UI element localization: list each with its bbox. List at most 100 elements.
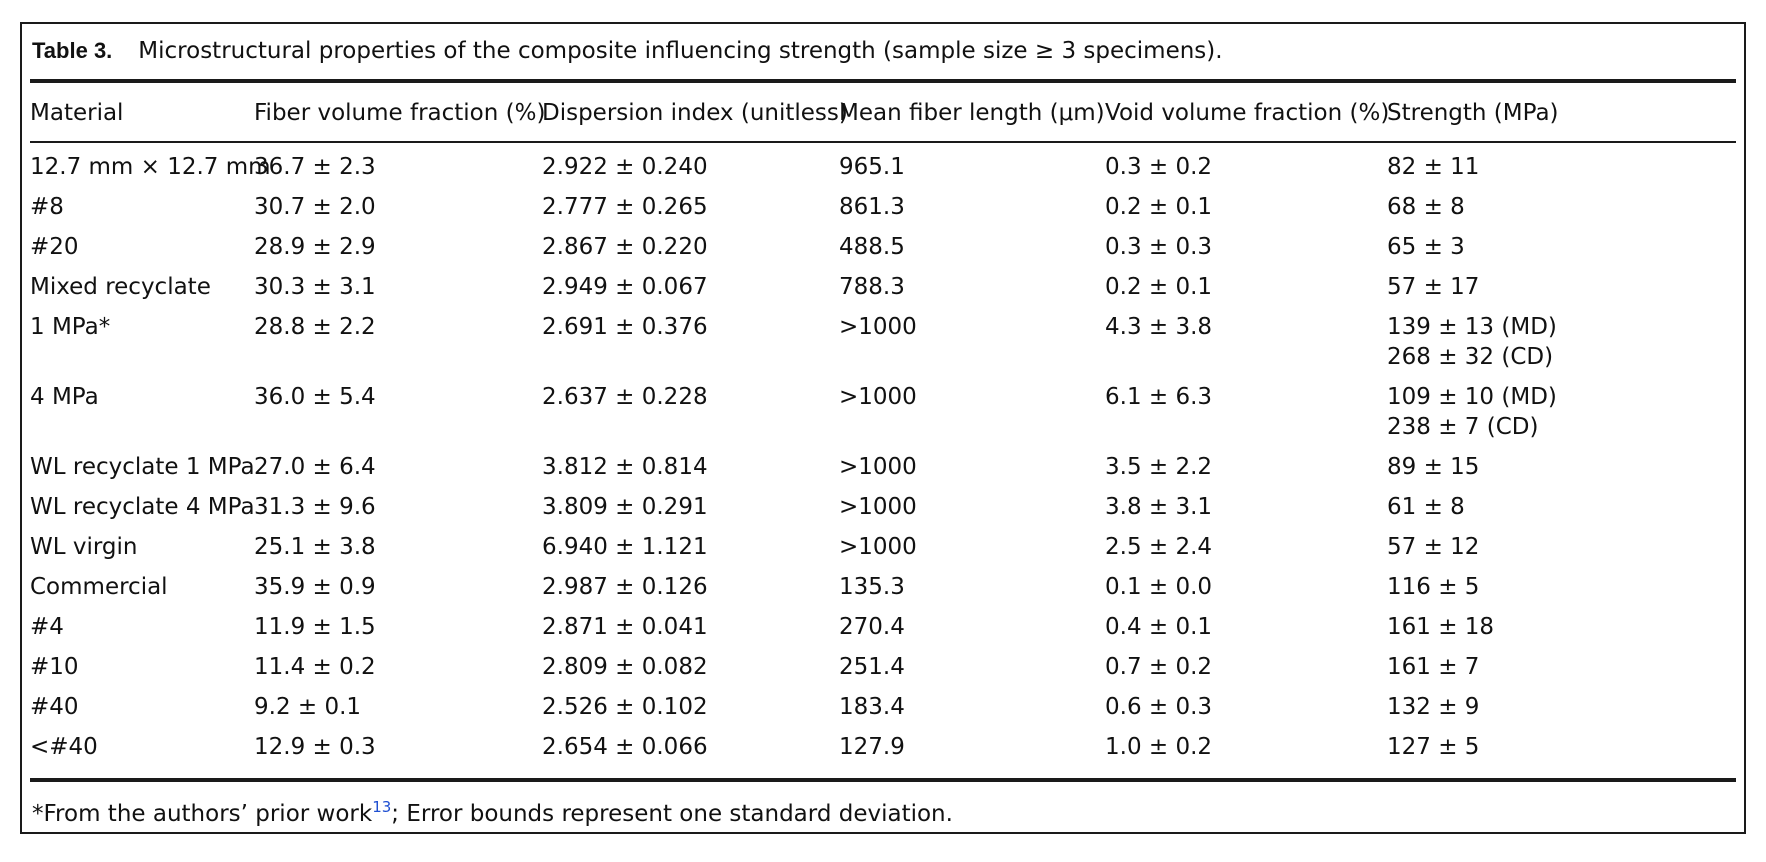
header-fiber-volume: Fiber volume fraction (%)	[254, 100, 546, 126]
cell-strength-value: 139 ± 13 (MD)	[1387, 314, 1557, 340]
reference-link[interactable]: 13	[372, 798, 392, 816]
cell-dispersion-value: 2.777 ± 0.265	[542, 194, 708, 220]
footnote-suffix: ; Error bounds represent one standard de…	[391, 801, 953, 827]
cell-strength: 57 ± 12	[1387, 532, 1732, 572]
cell-fiber-length-value: 270.4	[839, 614, 905, 640]
cell-fiber-volume-value: 31.3 ± 9.6	[254, 494, 376, 520]
table-row: #8 30.7 ± 2.0 2.777 ± 0.265 861.3 0.2 ± 0.1 6…	[30, 192, 1732, 232]
cell-fiber-volume: 12.9 ± 0.3	[254, 732, 542, 772]
cell-dispersion-value: 2.691 ± 0.376	[542, 314, 708, 340]
cell-fiber-length: >1000	[839, 312, 1105, 382]
cell-dispersion: 2.867 ± 0.220	[542, 232, 839, 272]
cell-dispersion-value: 2.922 ± 0.240	[542, 154, 708, 180]
cell-strength: 57 ± 17	[1387, 272, 1732, 312]
cell-dispersion: 2.777 ± 0.265	[542, 192, 839, 232]
cell-strength-value: 161 ± 7	[1387, 654, 1480, 680]
cell-dispersion-value: 2.637 ± 0.228	[542, 384, 708, 410]
cell-material: #20	[30, 232, 254, 272]
table-footnote: *From the authors’ prior work13; Error b…	[32, 790, 953, 831]
cell-dispersion: 3.812 ± 0.814	[542, 452, 839, 492]
cell-strength: 89 ± 15	[1387, 452, 1732, 492]
cell-void-volume: 4.3 ± 3.8	[1105, 312, 1387, 382]
cell-fiber-length: 135.3	[839, 572, 1105, 612]
cell-fiber-length: >1000	[839, 532, 1105, 572]
cell-void-volume-value: 6.1 ± 6.3	[1105, 384, 1213, 410]
cell-dispersion-value: 2.871 ± 0.041	[542, 614, 708, 640]
cell-void-volume: 0.7 ± 0.2	[1105, 652, 1387, 692]
cell-fiber-volume-value: 11.9 ± 1.5	[254, 614, 376, 640]
header-row: Material Fiber volume fraction (%) Dispe…	[30, 88, 1732, 138]
cell-fiber-length: 251.4	[839, 652, 1105, 692]
table-row: <#40 12.9 ± 0.3 2.654 ± 0.066 127.9 1.0 ± 0.…	[30, 732, 1732, 772]
cell-fiber-volume-value: 12.9 ± 0.3	[254, 734, 376, 760]
cell-dispersion-value: 3.809 ± 0.291	[542, 494, 708, 520]
cell-void-volume-value: 3.5 ± 2.2	[1105, 454, 1213, 480]
cell-strength-value: 61 ± 8	[1387, 494, 1465, 520]
cell-dispersion: 3.809 ± 0.291	[542, 492, 839, 532]
cell-fiber-length-value: 127.9	[839, 734, 905, 760]
cell-fiber-length-value: 135.3	[839, 574, 905, 600]
cell-void-volume: 1.0 ± 0.2	[1105, 732, 1387, 772]
cell-void-volume-value: 1.0 ± 0.2	[1105, 734, 1213, 760]
cell-dispersion-value: 2.526 ± 0.102	[542, 694, 708, 720]
cell-void-volume-value: 2.5 ± 2.4	[1105, 534, 1213, 560]
cell-strength-value: 127 ± 5	[1387, 734, 1480, 760]
cell-strength: 61 ± 8	[1387, 492, 1732, 532]
cell-fiber-length-value: >1000	[839, 534, 917, 560]
cell-fiber-length: 965.1	[839, 138, 1105, 192]
cell-dispersion: 2.637 ± 0.228	[542, 382, 839, 452]
cell-fiber-volume: 11.4 ± 0.2	[254, 652, 542, 692]
cell-fiber-volume: 9.2 ± 0.1	[254, 692, 542, 732]
cell-material-value: 4 MPa	[30, 384, 99, 410]
cell-material-value: WL virgin	[30, 534, 138, 560]
cell-void-volume-value: 4.3 ± 3.8	[1105, 314, 1213, 340]
cell-dispersion: 2.809 ± 0.082	[542, 652, 839, 692]
cell-strength: 82 ± 11	[1387, 138, 1732, 192]
cell-strength-value: 57 ± 17	[1387, 274, 1480, 300]
cell-material: Commercial	[30, 572, 254, 612]
cell-void-volume-value: 0.2 ± 0.1	[1105, 274, 1213, 300]
cell-void-volume: 0.1 ± 0.0	[1105, 572, 1387, 612]
cell-fiber-length: 183.4	[839, 692, 1105, 732]
cell-fiber-volume: 28.8 ± 2.2	[254, 312, 542, 382]
cell-material: 1 MPa*	[30, 312, 254, 382]
cell-strength: 132 ± 9	[1387, 692, 1732, 732]
cell-strength: 65 ± 3	[1387, 232, 1732, 272]
bottom-rule	[30, 778, 1736, 782]
cell-material: 12.7 mm × 12.7 mm	[30, 138, 271, 192]
cell-dispersion: 2.526 ± 0.102	[542, 692, 839, 732]
table-row: WL virgin 25.1 ± 3.8 6.940 ± 1.121 >1000 2.5…	[30, 532, 1732, 572]
cell-material: Mixed recyclate	[30, 272, 254, 312]
cell-void-volume: 0.2 ± 0.1	[1105, 272, 1387, 312]
cell-fiber-length-value: >1000	[839, 384, 917, 410]
cell-strength: 109 ± 10 (MD) 238 ± 7 (CD)	[1387, 382, 1732, 452]
header-fiber-length: Mean fiber length (μm)	[839, 100, 1105, 126]
cell-strength: 116 ± 5	[1387, 572, 1732, 612]
cell-fiber-volume: 30.3 ± 3.1	[254, 272, 542, 312]
table-caption: Table 3. Microstructural properties of th…	[32, 34, 1223, 68]
cell-material: #10	[30, 652, 254, 692]
cell-strength-value: 132 ± 9	[1387, 694, 1480, 720]
table-body: 12.7 mm × 12.7 mm 36.7 ± 2.3 2.922 ± 0.240…	[30, 138, 1732, 772]
cell-dispersion-value: 2.867 ± 0.220	[542, 234, 708, 260]
table-row: #10 11.4 ± 0.2 2.809 ± 0.082 251.4 0.7 ± 0.2…	[30, 652, 1732, 692]
cell-void-volume-value: 0.4 ± 0.1	[1105, 614, 1213, 640]
cell-material: 4 MPa	[30, 382, 254, 452]
cell-fiber-volume-value: 28.9 ± 2.9	[254, 234, 376, 260]
cell-void-volume-value: 0.3 ± 0.3	[1105, 234, 1213, 260]
cell-dispersion: 2.871 ± 0.041	[542, 612, 839, 652]
cell-fiber-length-value: 861.3	[839, 194, 905, 220]
cell-strength: 68 ± 8	[1387, 192, 1732, 232]
cell-void-volume: 3.5 ± 2.2	[1105, 452, 1387, 492]
cell-void-volume: 0.3 ± 0.2	[1105, 138, 1387, 192]
cell-strength: 161 ± 7	[1387, 652, 1732, 692]
top-rule	[30, 79, 1736, 83]
table-row: #40 9.2 ± 0.1 2.526 ± 0.102 183.4 0.6 ± 0.3 1…	[30, 692, 1732, 732]
cell-fiber-length-value: 965.1	[839, 154, 905, 180]
cell-material-value: Commercial	[30, 574, 168, 600]
table-row: WL recyclate 1 MPa 27.0 ± 6.4 3.812 ± 0.81…	[30, 452, 1732, 492]
cell-void-volume-value: 3.8 ± 3.1	[1105, 494, 1213, 520]
cell-dispersion-value: 6.940 ± 1.121	[542, 534, 708, 560]
cell-fiber-volume: 31.3 ± 9.6	[254, 492, 542, 532]
cell-fiber-length: 488.5	[839, 232, 1105, 272]
